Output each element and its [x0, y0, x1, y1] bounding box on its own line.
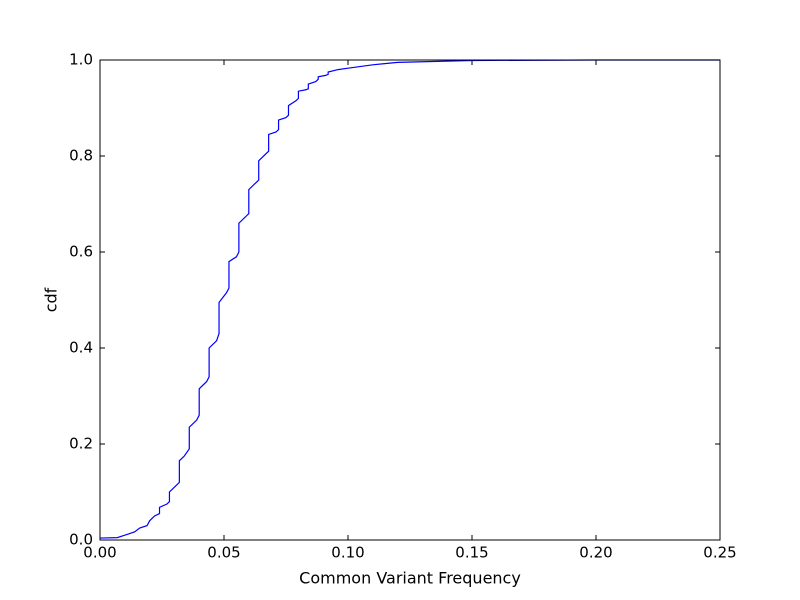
x-tick-label: 0.25: [703, 544, 736, 562]
y-tick-label: 0.8: [69, 147, 93, 165]
y-tick-label: 1.0: [69, 51, 93, 69]
line-series: [99, 59, 720, 539]
x-tick-label: 0.20: [579, 544, 612, 562]
y-tick-label: 0.2: [69, 435, 93, 453]
x-axis-label: Common Variant Frequency: [299, 569, 521, 588]
y-tick-label: 0.6: [69, 243, 93, 261]
y-axis-label: cdf: [42, 287, 61, 312]
x-tick-label: 0.10: [331, 544, 364, 562]
x-tick-label: 0.05: [207, 544, 240, 562]
x-tick-label: 0.15: [455, 544, 488, 562]
x-tick-label: 0.00: [83, 544, 116, 562]
y-tick-label: 0.4: [69, 339, 93, 357]
plot-frame: [99, 59, 721, 541]
y-tick-label: 0.0: [69, 531, 93, 549]
